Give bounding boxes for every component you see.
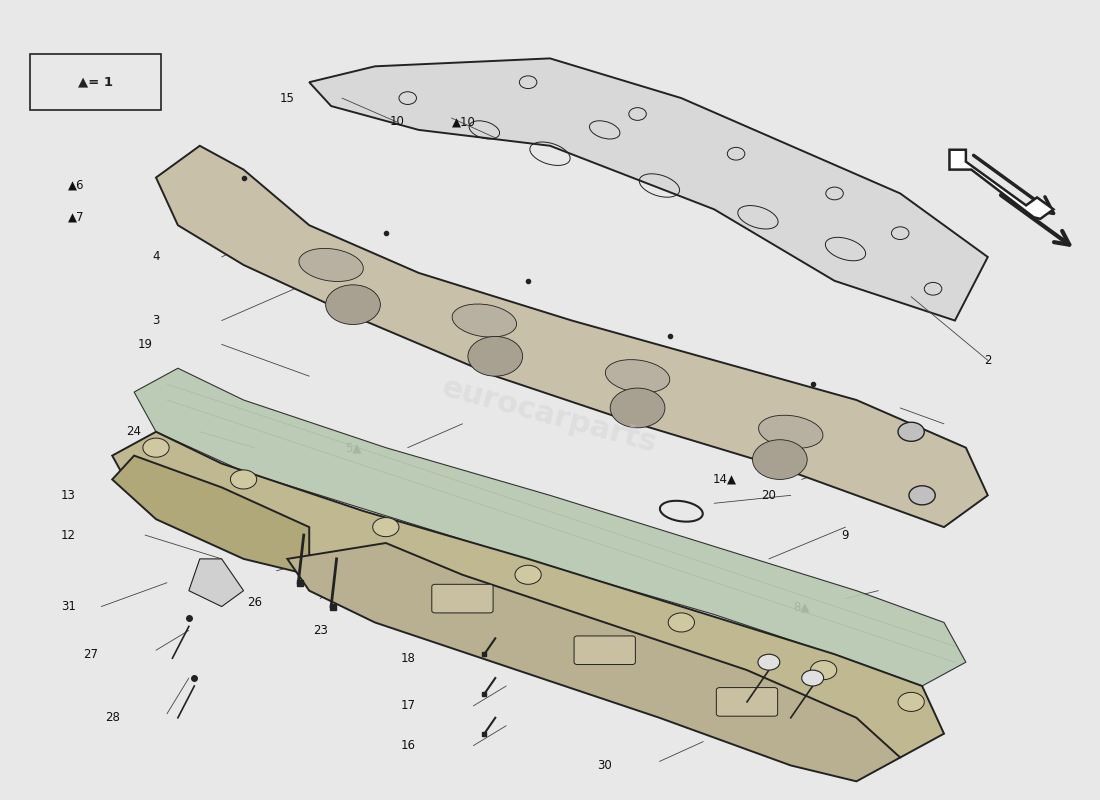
Text: 20: 20 [761, 489, 777, 502]
Text: 3: 3 [152, 314, 160, 327]
Text: 29: 29 [685, 719, 700, 732]
Text: 16: 16 [400, 739, 415, 752]
Text: 30: 30 [597, 759, 612, 772]
Circle shape [230, 470, 256, 489]
Text: 17: 17 [400, 699, 415, 712]
Text: ▲10: ▲10 [451, 115, 475, 129]
Circle shape [752, 440, 807, 479]
Text: 4: 4 [152, 250, 160, 263]
Circle shape [515, 566, 541, 584]
Circle shape [610, 388, 664, 428]
Polygon shape [949, 150, 1054, 219]
Text: 23: 23 [312, 624, 328, 637]
Circle shape [811, 661, 837, 680]
Polygon shape [134, 368, 966, 686]
Ellipse shape [759, 415, 823, 448]
Text: 8▲: 8▲ [793, 600, 810, 613]
Text: 5▲: 5▲ [344, 441, 361, 454]
Polygon shape [309, 58, 988, 321]
Polygon shape [156, 146, 988, 527]
Text: 28: 28 [104, 711, 120, 724]
FancyArrowPatch shape [1001, 195, 1069, 245]
Text: ▲7: ▲7 [68, 210, 85, 224]
Ellipse shape [299, 249, 363, 282]
Text: 26: 26 [248, 596, 262, 609]
FancyBboxPatch shape [432, 584, 493, 613]
Circle shape [802, 670, 824, 686]
FancyBboxPatch shape [574, 636, 636, 665]
Text: 18: 18 [400, 652, 415, 665]
Circle shape [143, 438, 169, 457]
Ellipse shape [605, 360, 670, 393]
Circle shape [668, 613, 694, 632]
Text: 31: 31 [60, 600, 76, 613]
Ellipse shape [452, 304, 517, 337]
Polygon shape [287, 543, 900, 782]
Text: 10: 10 [389, 115, 404, 129]
Text: 6▲: 6▲ [826, 402, 843, 414]
Circle shape [468, 337, 522, 376]
Text: 25: 25 [204, 568, 218, 582]
Text: 2: 2 [984, 354, 991, 366]
Circle shape [898, 692, 924, 711]
Text: 15: 15 [279, 92, 295, 105]
Text: 9: 9 [842, 529, 849, 542]
Polygon shape [112, 432, 944, 758]
Text: 7▲: 7▲ [859, 473, 876, 486]
Circle shape [898, 422, 924, 442]
Text: 19: 19 [138, 338, 153, 351]
FancyBboxPatch shape [716, 687, 778, 716]
Circle shape [326, 285, 381, 325]
Text: 13: 13 [60, 489, 76, 502]
Circle shape [909, 486, 935, 505]
Text: 12: 12 [60, 529, 76, 542]
Text: eurocarparts: eurocarparts [439, 373, 661, 458]
Polygon shape [189, 559, 243, 606]
Text: ▲6: ▲6 [68, 179, 85, 192]
FancyBboxPatch shape [30, 54, 162, 110]
Text: 27: 27 [82, 648, 98, 661]
Text: ▲= 1: ▲= 1 [78, 76, 113, 89]
Text: 31: 31 [652, 699, 667, 712]
Circle shape [758, 654, 780, 670]
Text: 22: 22 [378, 600, 394, 613]
Text: 24: 24 [126, 426, 142, 438]
Polygon shape [112, 456, 309, 574]
Text: 14▲: 14▲ [713, 473, 737, 486]
Circle shape [373, 518, 399, 537]
